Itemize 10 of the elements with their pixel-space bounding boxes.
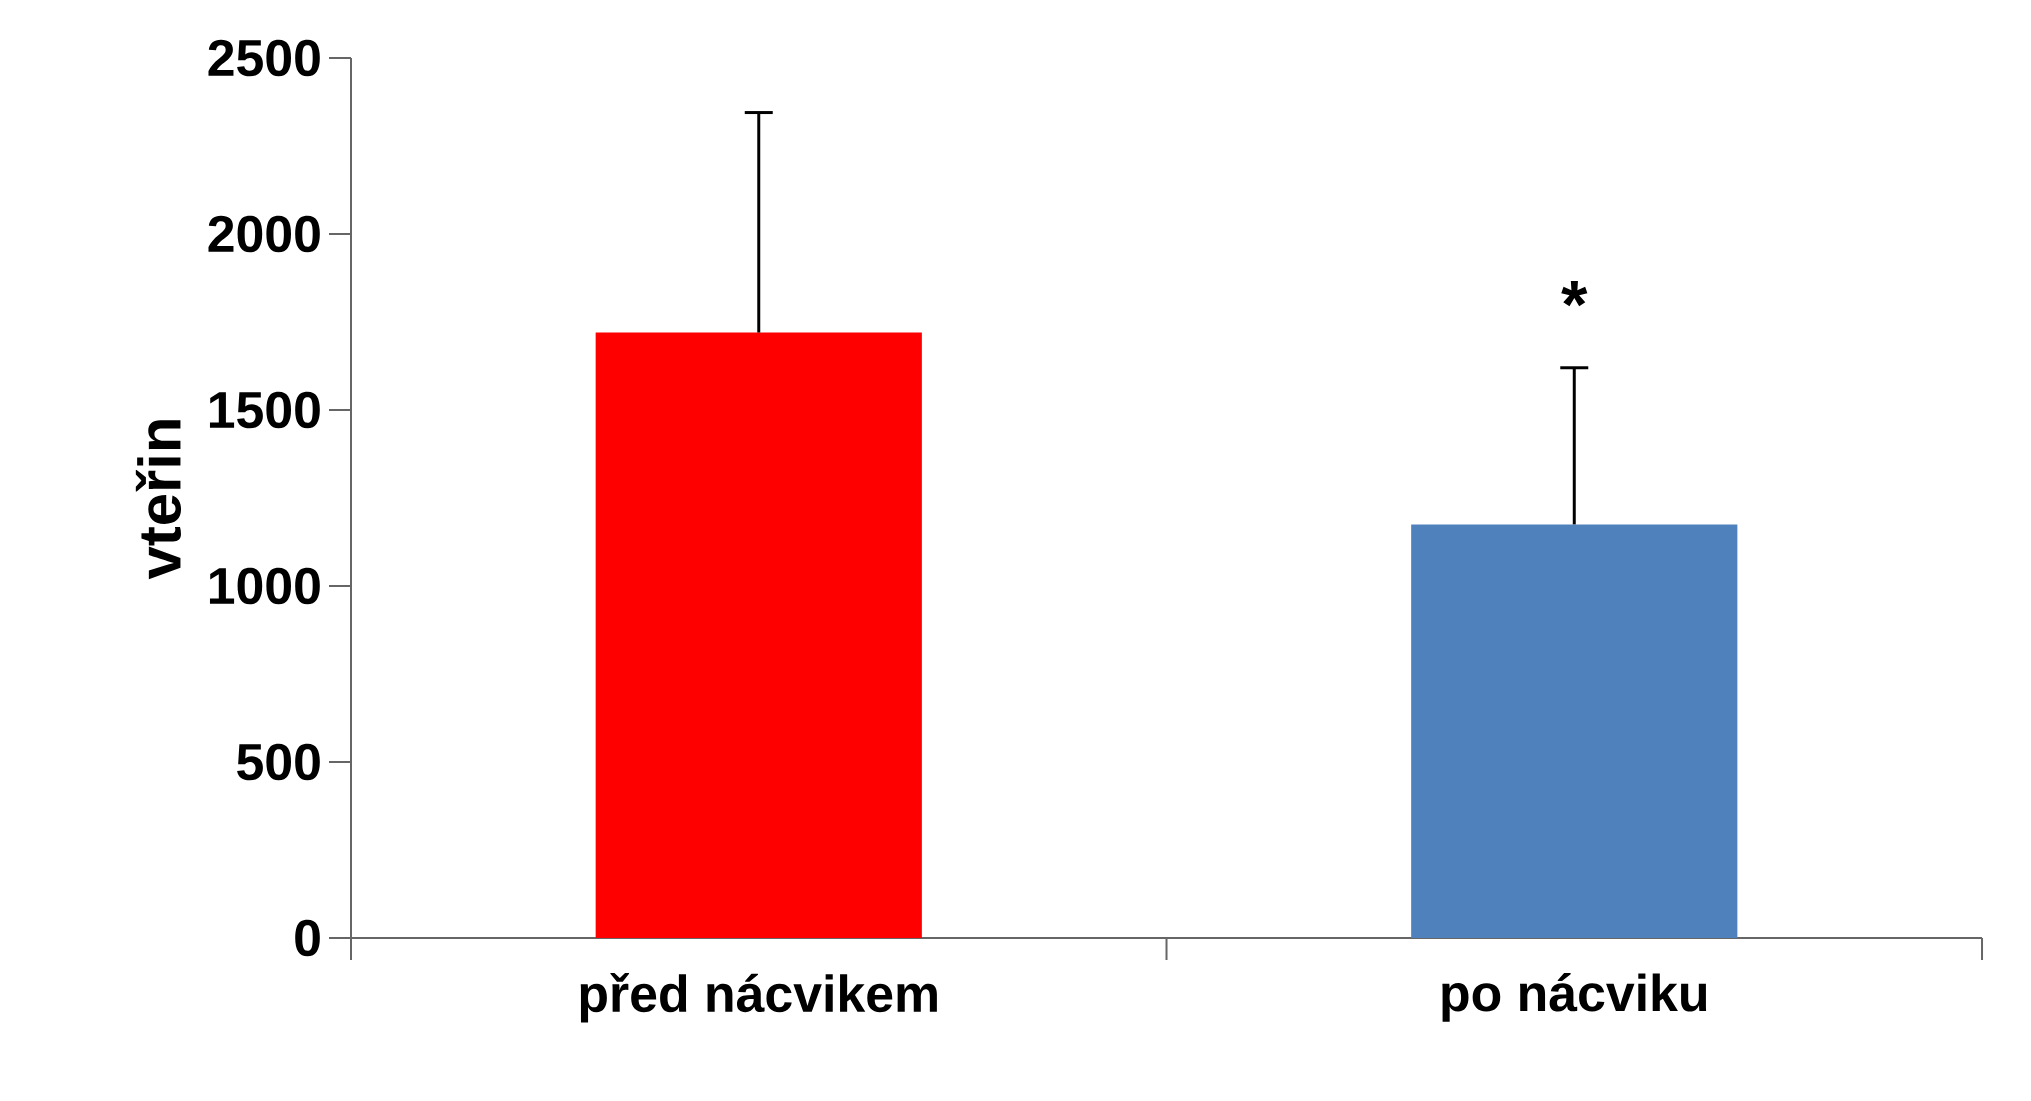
y-tick-label: 500 (237, 743, 320, 781)
y-axis-title: vteřin (135, 420, 182, 580)
annotation: * (1561, 281, 1588, 307)
y-tick-label: 0 (295, 919, 320, 957)
x-tick-label: před nácvikem (580, 973, 937, 1023)
y-tick-label: 1000 (209, 567, 320, 605)
y-tick-label: 1500 (209, 391, 320, 429)
x-tick-label: po nácviku (1442, 973, 1707, 1022)
y-tick-label: 2500 (208, 39, 320, 77)
y-tick-label: 2000 (208, 215, 320, 253)
